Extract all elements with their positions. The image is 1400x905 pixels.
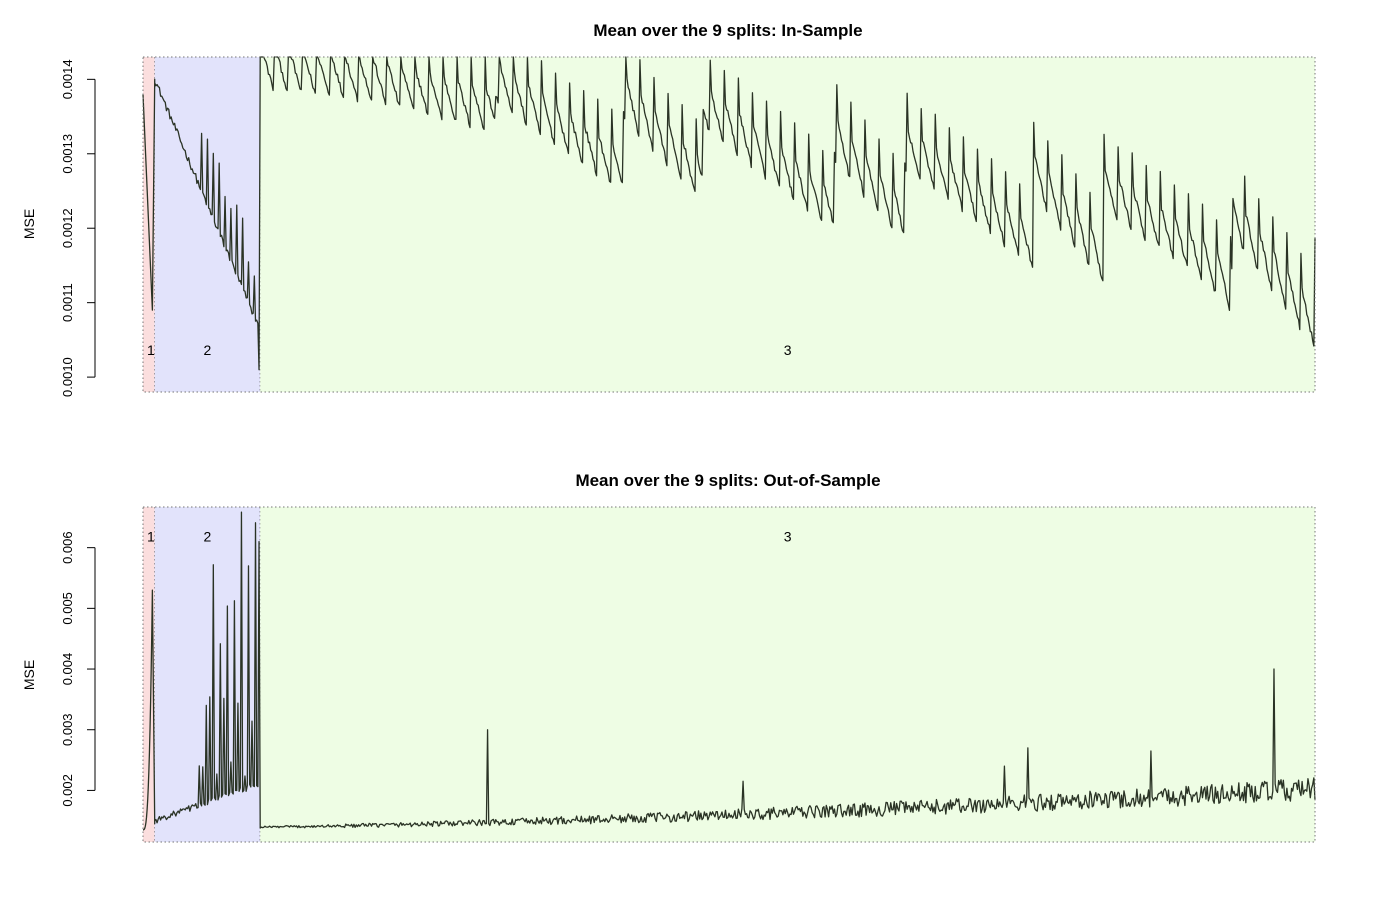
out-of-sample-region-label-2: 2 [204,529,212,545]
in-sample-y-tick-label: 0.0011 [60,283,75,322]
in-sample-region-labels: 1 2 3 [147,342,792,358]
in-sample-plot-frame [142,56,1316,393]
in-sample-frame-rect [142,56,1316,393]
out-of-sample-frame-rect [142,506,1316,843]
in-sample-regions [143,57,1316,392]
out-of-sample-region-labels: 1 2 3 [147,529,792,545]
in-sample-title: Mean over the 9 splits: In-Sample [593,21,862,40]
in-sample-region-3 [260,57,1316,392]
out-of-sample-region-1 [143,507,155,842]
out-of-sample-y-tick-label: 0.003 [60,713,75,746]
in-sample-y-tick-label: 0.0014 [60,59,75,99]
in-sample-y-axis: 0.0010 0.0011 0.0012 0.0013 0.0014 [60,59,96,397]
out-of-sample-y-axis: 0.002 0.003 0.004 0.005 0.006 [60,531,96,807]
out-of-sample-region-label-3: 3 [784,529,792,545]
in-sample-panel: Mean over the 9 splits: In-Sample MSE 1 2… [21,21,1316,397]
out-of-sample-region-3 [260,507,1316,842]
in-sample-region-label-2: 2 [204,342,212,358]
in-sample-y-tick-label: 0.0010 [60,357,75,397]
out-of-sample-series [142,511,1316,831]
in-sample-region-label-3: 3 [784,342,792,358]
out-of-sample-series-line [142,511,1316,831]
in-sample-region-label-1: 1 [147,342,155,358]
in-sample-series-line [142,56,1316,371]
in-sample-y-tick-label: 0.0012 [60,208,75,248]
out-of-sample-y-axis-label: MSE [21,660,37,690]
out-of-sample-y-tick-label: 0.002 [60,774,75,807]
out-of-sample-y-tick-label: 0.006 [60,531,75,564]
out-of-sample-y-tick-label: 0.004 [60,653,75,686]
out-of-sample-region-label-1: 1 [147,529,155,545]
in-sample-y-tick-label: 0.0013 [60,134,75,174]
out-of-sample-title: Mean over the 9 splits: Out-of-Sample [575,471,880,490]
in-sample-series [142,56,1316,371]
out-of-sample-panel: Mean over the 9 splits: Out-of-Sample MS… [21,471,1316,843]
in-sample-y-axis-label: MSE [21,209,37,239]
out-of-sample-plot-frame [142,506,1316,843]
out-of-sample-regions [143,507,1316,842]
out-of-sample-y-tick-label: 0.005 [60,592,75,625]
